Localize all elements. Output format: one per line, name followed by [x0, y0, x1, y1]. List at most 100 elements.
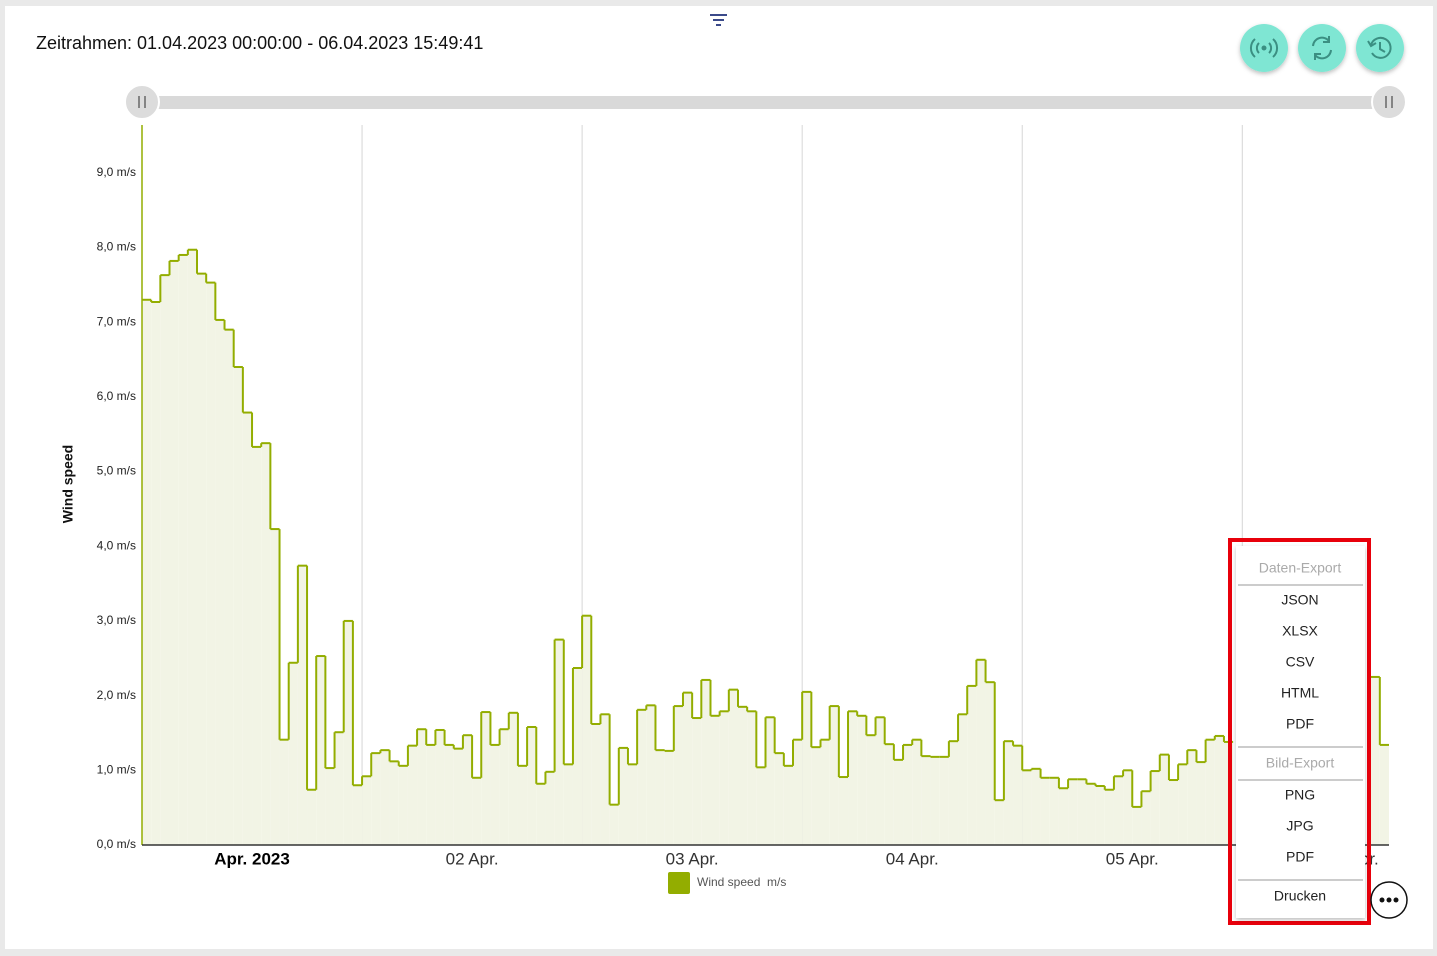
menu-panel	[1236, 546, 1365, 918]
area-step	[444, 744, 454, 845]
area-step	[1150, 771, 1160, 845]
area-step	[536, 783, 546, 845]
export-menu: Daten-Export JSON XLSX CSV HTML PDF Bild-Expor…	[1228, 538, 1371, 925]
area-step	[517, 765, 528, 845]
area-step	[811, 747, 821, 845]
area-step	[160, 275, 170, 845]
area-step	[866, 735, 876, 845]
menu-item[interactable]: HTML	[1281, 685, 1319, 701]
y-tick-label: 7,0 m/s	[97, 314, 136, 328]
area-step	[848, 711, 858, 845]
area-step	[233, 366, 243, 845]
area-step	[1196, 762, 1206, 845]
area-step	[600, 714, 610, 845]
area-step	[994, 800, 1004, 845]
range-slider[interactable]	[142, 96, 1389, 109]
series	[142, 248, 1389, 846]
area-step	[1049, 777, 1059, 845]
area-step	[426, 744, 436, 845]
y-tick-label: 4,0 m/s	[97, 538, 136, 552]
area-step	[1141, 791, 1151, 845]
chart: 0,0 m/s 1,0 m/s 2,0 m/s 3,0 m/s 4,0 m/s 5,0 m…	[97, 125, 1389, 894]
area-step	[178, 254, 188, 846]
area-step	[1113, 776, 1124, 845]
area-step	[563, 764, 573, 845]
area-step	[334, 732, 344, 845]
area-step	[1013, 745, 1023, 845]
area-step	[710, 715, 720, 845]
area-step	[1187, 750, 1197, 845]
area-step	[1159, 754, 1169, 845]
menu-item[interactable]: Drucken	[1274, 888, 1326, 904]
area-step	[1104, 789, 1114, 845]
area-step	[627, 764, 638, 845]
area-step	[362, 776, 372, 845]
area-step	[875, 717, 885, 845]
area-step	[490, 744, 500, 845]
slider-handle-start[interactable]	[124, 84, 160, 120]
area-step	[591, 724, 601, 845]
area-step	[673, 706, 683, 845]
menu-item[interactable]: CSV	[1286, 654, 1315, 670]
menu-item[interactable]: PDF	[1286, 716, 1314, 732]
menu-item[interactable]: JPG	[1286, 818, 1313, 834]
y-tick-label: 6,0 m/s	[97, 389, 136, 403]
highlight-box	[1228, 538, 1371, 925]
legend-label[interactable]: Wind speed m/s	[697, 875, 786, 889]
area-step	[325, 768, 335, 845]
area-step	[1205, 739, 1215, 845]
area-step	[948, 741, 959, 845]
menu-item[interactable]: PNG	[1285, 787, 1315, 803]
history-button[interactable]	[1356, 24, 1404, 72]
area-step	[976, 659, 986, 845]
area-step	[527, 726, 537, 845]
area-step	[142, 299, 152, 845]
area-step	[288, 662, 298, 845]
refresh-button[interactable]	[1298, 24, 1346, 72]
filter-icon[interactable]	[710, 14, 727, 26]
area-step	[737, 706, 748, 845]
menu-item[interactable]: JSON	[1281, 592, 1318, 608]
more-button[interactable]	[1370, 881, 1408, 919]
area-step	[719, 711, 729, 845]
area-step	[297, 565, 308, 845]
area-step	[783, 765, 794, 845]
area-step	[1022, 770, 1032, 845]
area-step	[609, 804, 619, 845]
menu-item[interactable]: XLSX	[1282, 623, 1318, 639]
area-step	[1214, 735, 1224, 845]
menu-item[interactable]: PDF	[1286, 849, 1314, 865]
area-step	[1031, 768, 1041, 845]
y-tick-label: 8,0 m/s	[97, 240, 136, 254]
area-step	[279, 739, 289, 845]
area-step	[747, 711, 757, 845]
area-step	[756, 767, 766, 845]
area-step	[637, 709, 647, 845]
area-step	[169, 260, 179, 846]
area-step	[187, 249, 198, 845]
y-tick-label: 3,0 m/s	[97, 613, 136, 627]
area-step	[252, 446, 262, 845]
area-step	[398, 765, 408, 845]
area-step	[1123, 770, 1133, 845]
area-step	[261, 443, 271, 845]
legend-swatch[interactable]	[668, 872, 690, 894]
area-step	[1168, 780, 1179, 845]
area-step	[352, 785, 363, 845]
menu-heading: Daten-Export	[1259, 560, 1342, 576]
area-step	[655, 750, 665, 845]
area-step	[939, 756, 949, 845]
y-tick-label: 5,0 m/s	[97, 464, 136, 478]
x-tick-label: 04 Apr.	[886, 849, 939, 868]
area-step	[270, 529, 280, 845]
slider-handle-end[interactable]	[1371, 84, 1407, 120]
area-step	[435, 729, 445, 845]
area-step	[838, 777, 849, 845]
area-step	[151, 302, 161, 845]
area-step	[1058, 788, 1069, 845]
live-button[interactable]	[1240, 24, 1288, 72]
x-tick-label: 02 Apr.	[446, 849, 499, 868]
area-step	[407, 745, 418, 845]
x-tick-label: Apr. 2023	[214, 849, 290, 868]
area-step	[912, 739, 922, 845]
